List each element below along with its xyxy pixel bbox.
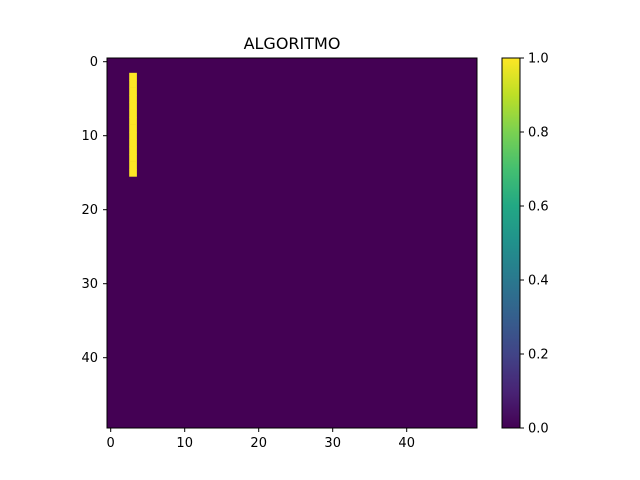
y-axis: 0 10 20 30 40 [81,55,107,366]
colorbar-gradient [501,57,521,429]
x-tick-label: 30 [324,436,341,451]
heatmap-cell [129,169,137,177]
y-tick-label: 20 [81,203,98,218]
heatmap-cell [129,102,137,111]
heatmap-cell [129,161,137,170]
y-tick-label: 40 [81,351,98,366]
heatmap-cell [129,146,137,155]
colorbar-tick-label: 0.6 [528,200,549,215]
colorbar-tick-label: 1.0 [528,52,549,67]
plot-area [106,57,478,429]
plot-frame [106,57,478,429]
heatmap-cell [129,87,137,96]
heatmap-cell [129,154,137,162]
heatmap-cell [129,95,137,103]
x-tick-label: 40 [398,436,415,451]
x-tick-label: 10 [176,436,193,451]
y-tick-label: 0 [90,55,98,70]
y-tick-label: 30 [81,277,98,292]
colorbar-tick-label: 0.8 [528,126,549,141]
x-tick-label: 20 [250,436,267,451]
colorbar-tick-label: 0.0 [528,422,549,437]
heatmap-cell [129,80,137,88]
heatmap-cell [129,72,137,81]
heatmap-cell [129,139,137,148]
heatmap-background [107,58,477,428]
heatmap-cell [129,124,137,133]
heatmap-cell [129,132,137,140]
y-tick-label: 10 [81,129,98,144]
x-tick-label: 0 [107,436,115,451]
x-axis: 0 10 20 30 40 [107,428,415,451]
colorbar-tick-label: 0.4 [528,274,549,289]
heatmap-cell [129,109,137,118]
heatmap-cell [129,117,137,125]
colorbar: 0.0 0.2 0.4 0.6 0.8 1.0 [501,52,549,437]
chart-title: ALGORITMO [244,34,341,53]
colorbar-tick-label: 0.2 [528,348,549,363]
